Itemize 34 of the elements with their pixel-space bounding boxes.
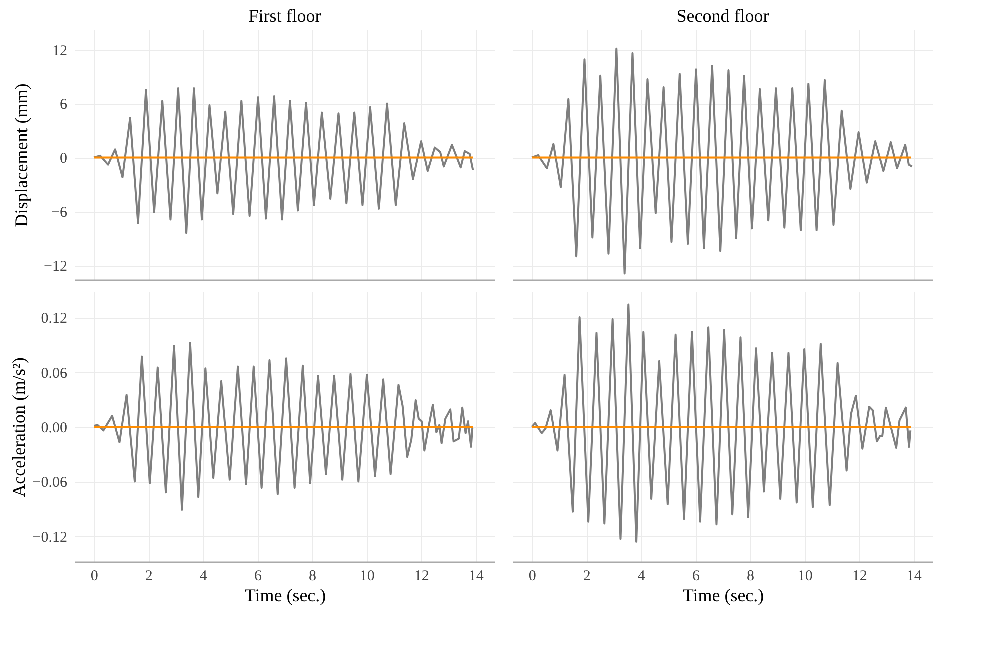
x-tick-label: 2: [583, 568, 591, 584]
x-tick-label: 14: [906, 568, 922, 584]
x-tick-label: 6: [254, 568, 262, 584]
x-axis-title: Time (sec.): [682, 586, 764, 606]
x-tick-label: 8: [309, 568, 317, 584]
chart-title: First floor: [248, 6, 322, 26]
x-tick-label: 8: [747, 568, 755, 584]
x-tick-label: 4: [638, 568, 646, 584]
x-tick-label: 10: [360, 568, 375, 584]
x-tick-label: 4: [200, 568, 208, 584]
x-tick-label: 2: [145, 568, 153, 584]
y-axis-title: Acceleration (m/s²): [8, 358, 29, 498]
y-tick-label: −0.12: [32, 530, 68, 546]
y-tick-label: 0.12: [41, 311, 68, 328]
y-tick-label: 6: [60, 97, 68, 114]
y-axis-title: Displacement (mm): [12, 84, 32, 228]
x-tick-label: 0: [528, 568, 536, 584]
x-tick-label: 0: [90, 568, 98, 584]
x-axis-title: Time (sec.): [244, 586, 326, 606]
y-tick-label: −12: [44, 259, 68, 276]
x-tick-label: 6: [692, 568, 700, 584]
y-tick-label: 0: [60, 151, 68, 168]
y-tick-label: 0.00: [41, 420, 68, 436]
line-series: [93, 87, 474, 234]
chart-title: Second floor: [676, 6, 770, 26]
y-tick-label: −0.06: [32, 475, 68, 492]
line-series: [93, 342, 474, 512]
y-tick-label: −6: [52, 205, 68, 222]
y-tick-label: 12: [52, 43, 68, 60]
x-tick-label: 12: [414, 568, 430, 584]
x-tick-label: 14: [468, 568, 484, 584]
y-tick-label: 0.06: [41, 366, 68, 382]
x-tick-label: 10: [798, 568, 813, 584]
x-tick-label: 12: [852, 568, 868, 584]
